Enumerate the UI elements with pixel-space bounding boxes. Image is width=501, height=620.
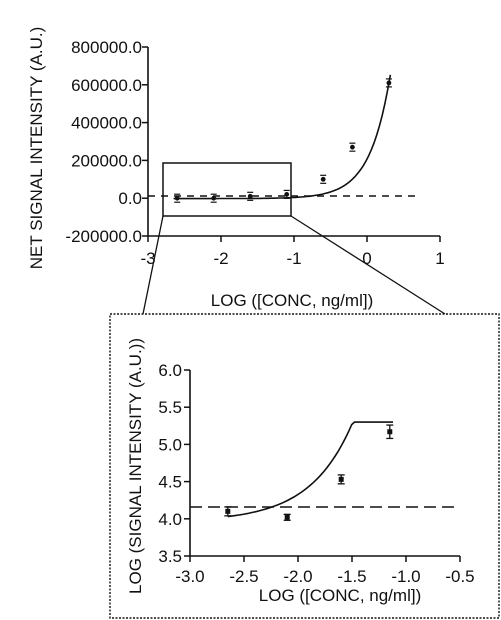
top-data-point bbox=[211, 195, 217, 201]
top-data-point bbox=[284, 192, 290, 197]
inset-y-tick-label: 5.5 bbox=[158, 398, 182, 417]
inset-x-tick-label: -2.0 bbox=[283, 567, 312, 586]
top-data-point bbox=[247, 193, 253, 199]
inset-x-tick-label: -2.5 bbox=[229, 567, 258, 586]
top-data-point bbox=[320, 176, 326, 182]
inset-data-point bbox=[338, 476, 344, 482]
top-data-point bbox=[386, 80, 392, 86]
top-x-tick-label: 0 bbox=[362, 249, 371, 268]
inset-y-axis-label: LOG (SIGNAL INTENSITY (A.U.)) bbox=[126, 338, 145, 594]
inset-chart: LOG (SIGNAL INTENSITY (A.U.)) LOG ([CONC… bbox=[109, 313, 500, 619]
zoom-connector-right bbox=[290, 215, 446, 315]
top-x-tick-label: -2 bbox=[213, 249, 228, 268]
top-y-tick-label: 0.0 bbox=[118, 189, 142, 208]
top-data-point bbox=[174, 195, 180, 201]
inset-fit-curve bbox=[227, 421, 393, 518]
top-x-tick-label: -1 bbox=[286, 249, 301, 268]
top-x-tick-label: -3 bbox=[140, 249, 155, 268]
top-y-tick-label: 200000.0 bbox=[71, 151, 142, 170]
inset-y-tick-label: 5.0 bbox=[158, 435, 182, 454]
top-fit-curve bbox=[173, 74, 392, 200]
inset-y-tick-label: 6.0 bbox=[158, 361, 182, 380]
inset-x-tick-label: -1.0 bbox=[391, 567, 420, 586]
inset-data-point bbox=[387, 429, 393, 435]
top-y-tick-label: 800000.0 bbox=[71, 38, 142, 57]
inset-x-tick-label: -0.5 bbox=[445, 567, 474, 586]
top-x-axis-label: LOG ([CONC, ng/ml]) bbox=[211, 291, 373, 310]
top-y-axis-label: NET SIGNAL INTENSITY (A.U.) bbox=[27, 27, 46, 269]
inset-x-tick-label: -1.5 bbox=[337, 567, 366, 586]
top-y-tick-label: 600000.0 bbox=[71, 76, 142, 95]
top-chart: NET SIGNAL INTENSITY (A.U.) LOG ([CONC, … bbox=[27, 27, 445, 310]
inset-data-point bbox=[284, 514, 290, 520]
top-y-tick-label: 400000.0 bbox=[71, 114, 142, 133]
top-data-point bbox=[350, 144, 355, 150]
zoom-connector-left bbox=[142, 215, 164, 315]
inset-x-tick-label: -3.0 bbox=[175, 567, 204, 586]
top-x-tick-label: 1 bbox=[435, 249, 444, 268]
inset-x-axis-label: LOG ([CONC, ng/ml]) bbox=[259, 586, 421, 605]
top-y-tick-label: -200000.0 bbox=[65, 227, 142, 246]
inset-data-point bbox=[225, 508, 231, 514]
top-zoom-box bbox=[162, 162, 292, 217]
inset-y-tick-label: 4.0 bbox=[158, 510, 182, 529]
inset-frame bbox=[109, 313, 500, 619]
inset-y-tick-label: 4.5 bbox=[158, 473, 182, 492]
inset-y-tick-label: 3.5 bbox=[158, 547, 182, 566]
